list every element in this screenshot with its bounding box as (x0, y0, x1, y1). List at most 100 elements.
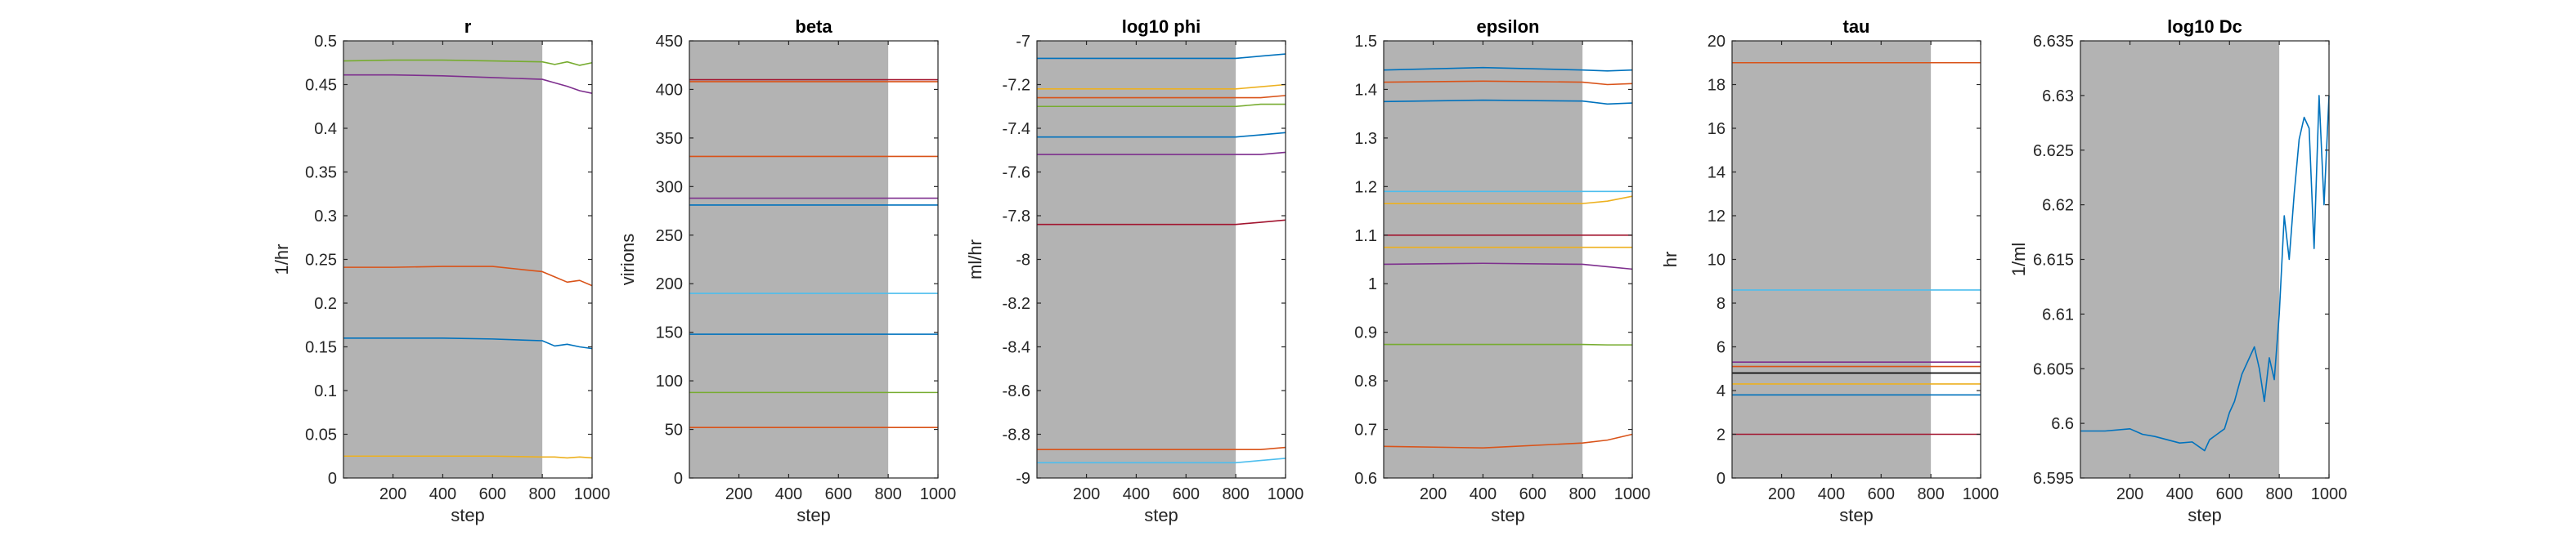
y-tick-label: 0.2 (314, 295, 337, 313)
burn-in-region (1384, 41, 1583, 478)
y-tick-label: 2 (1717, 427, 1726, 444)
y-tick-label: 6.61 (2042, 306, 2074, 324)
y-tick-label: 50 (665, 422, 683, 440)
y-tick-label: -8 (1016, 252, 1030, 270)
x-tick-label: 400 (1818, 485, 1845, 503)
x-axis-label: step (2188, 505, 2222, 525)
y-tick-label: 1.5 (1354, 33, 1377, 51)
burn-in-region (343, 41, 543, 478)
y-tick-label: 16 (1708, 120, 1726, 138)
chart-panel-3: 200 400 600 800 1000 -9 -8.8 -8.6 -8.4 -8.2 -8 -7.8… (965, 16, 1304, 525)
x-axis-label: step (1491, 505, 1525, 525)
y-tick-label: 400 (656, 81, 683, 99)
series-line-9 (1384, 343, 1632, 346)
series-line-3 (1037, 95, 1286, 99)
x-tick-label: 1000 (920, 485, 957, 503)
x-tick-label: 200 (379, 485, 406, 503)
x-tick-label: 1000 (1268, 485, 1304, 503)
y-tick-label: 0.9 (1354, 324, 1377, 342)
y-tick-label: 0 (328, 470, 337, 488)
x-tick-label: 1000 (2311, 485, 2348, 503)
y-tick-label: 0.7 (1354, 422, 1377, 440)
axes-box (689, 40, 939, 479)
x-tick-label: 600 (1173, 485, 1200, 503)
y-tick-label: 6.62 (2042, 197, 2074, 215)
y-tick-label: 350 (656, 130, 683, 148)
y-tick-label: 0.8 (1354, 373, 1377, 391)
y-tick-label: 4 (1717, 382, 1726, 400)
chart-panel-6: 200 400 600 800 1000 6.595 6.6 6.605 6.61 6.615 6.… (2008, 16, 2347, 525)
x-tick-label: 800 (1222, 485, 1249, 503)
x-tick-label: 1000 (574, 485, 611, 503)
chart-title: r (464, 16, 472, 37)
y-tick-label: -8.4 (1003, 339, 1030, 357)
y-tick-label: 150 (656, 324, 683, 342)
x-tick-label: 400 (1470, 485, 1497, 503)
y-tick-label: 0.45 (305, 77, 337, 95)
chart-title: log10 phi (1122, 16, 1201, 37)
x-tick-label: 600 (1868, 485, 1895, 503)
series-line-5 (1037, 132, 1286, 138)
series-line-2 (343, 74, 593, 94)
y-tick-label: 0.6 (1354, 470, 1377, 488)
y-tick-label: 6.605 (2033, 360, 2074, 378)
chart-title: beta (795, 16, 832, 37)
y-tick-label: -7.4 (1003, 120, 1030, 138)
x-tick-label: 800 (2265, 485, 2292, 503)
y-tick-label: -8.6 (1003, 382, 1030, 400)
y-tick-label: 450 (656, 33, 683, 51)
series-line-3 (1383, 99, 1633, 105)
x-tick-label: 200 (1073, 485, 1100, 503)
y-tick-label: 0.35 (305, 164, 337, 182)
y-tick-label: 200 (656, 275, 683, 293)
y-tick-label: -8.2 (1003, 295, 1030, 313)
y-tick-label: 18 (1708, 77, 1726, 95)
burn-in-region (1037, 41, 1236, 478)
y-tick-label: -7 (1016, 33, 1030, 51)
x-tick-label: 1000 (1614, 485, 1651, 503)
y-tick-label: 0.4 (314, 120, 337, 138)
chart-panel-1: 200 400 600 800 1000 0 0.05 0.1 0.15 0.2 0.25 0.3 0.… (272, 16, 610, 525)
x-tick-label: 800 (1917, 485, 1944, 503)
y-tick-label: 1.4 (1354, 81, 1377, 99)
y-tick-label: 6.635 (2033, 33, 2074, 51)
chart-title: epsilon (1476, 16, 1539, 37)
y-tick-label: 8 (1717, 295, 1726, 313)
chart-panel-2: 200 400 600 800 1000 0 50 100 150 200 250 300 350 400… (617, 16, 956, 525)
burn-in-region (2080, 41, 2280, 478)
x-tick-label: 200 (1420, 485, 1447, 503)
x-tick-label: 400 (429, 485, 456, 503)
y-tick-label: 1.2 (1354, 178, 1377, 196)
y-axis-label: virions (617, 234, 638, 286)
y-tick-label: 0.3 (314, 208, 337, 226)
chart-title: tau (1843, 16, 1870, 37)
y-tick-label: -7.8 (1003, 208, 1030, 226)
y-tick-label: 1.3 (1354, 130, 1377, 148)
x-tick-label: 800 (874, 485, 901, 503)
x-axis-label: step (1839, 505, 1874, 525)
y-tick-label: 6.615 (2033, 252, 2074, 270)
x-axis-label: step (797, 505, 831, 525)
x-tick-label: 600 (479, 485, 506, 503)
burn-in-region (689, 41, 889, 478)
y-tick-label: -7.2 (1003, 77, 1030, 95)
y-tick-label: 0.05 (305, 427, 337, 444)
series-line-4 (1037, 103, 1286, 108)
y-tick-label: 0 (1717, 470, 1726, 488)
x-axis-label: step (451, 505, 485, 525)
series-line-3 (343, 266, 593, 287)
y-axis-label: ml/hr (965, 239, 985, 279)
y-tick-label: 20 (1708, 33, 1726, 51)
series-line-6 (1037, 151, 1286, 155)
x-tick-label: 1000 (1963, 485, 1999, 503)
series-line-1 (1037, 53, 1286, 60)
y-tick-label: 6.6 (2051, 415, 2074, 433)
x-tick-label: 400 (2166, 485, 2193, 503)
x-tick-label: 400 (775, 485, 802, 503)
y-axis-label: 1/hr (272, 244, 292, 275)
x-tick-label: 600 (1519, 485, 1546, 503)
y-tick-label: -9 (1016, 470, 1030, 488)
x-tick-label: 400 (1123, 485, 1150, 503)
y-tick-label: -8.8 (1003, 427, 1030, 444)
x-tick-label: 600 (825, 485, 852, 503)
